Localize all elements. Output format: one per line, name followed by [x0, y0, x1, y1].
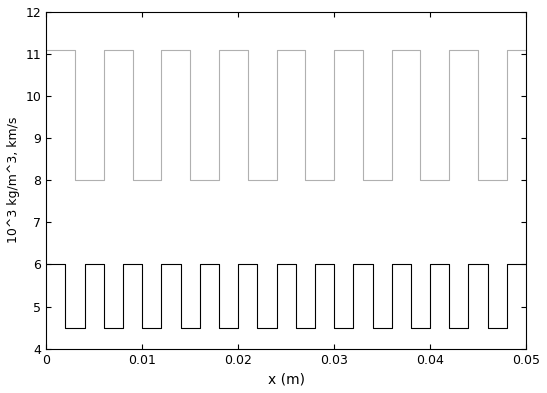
X-axis label: x (m): x (m): [267, 372, 305, 386]
Y-axis label: 10^3 kg/m^3, km/s: 10^3 kg/m^3, km/s: [7, 117, 20, 244]
